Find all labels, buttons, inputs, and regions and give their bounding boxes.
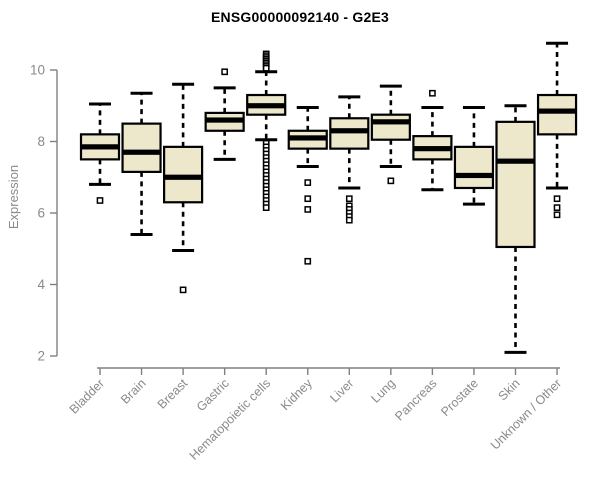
box-group-breast [163, 82, 204, 294]
box-group-prostate [453, 106, 495, 206]
box-group-brain [121, 91, 162, 236]
x-tick-label: Lung [368, 376, 398, 406]
x-tick-label: Liver [327, 376, 356, 405]
box-group-skin [495, 104, 536, 354]
outlier-point [553, 204, 561, 211]
y-axis: 2 4 6 8 10 [30, 63, 58, 364]
box-group-liver [329, 95, 370, 224]
box-group-kidney [287, 106, 328, 265]
median-line [454, 172, 493, 179]
median-line [496, 158, 535, 164]
x-tick-label: Gastric [194, 376, 232, 414]
x-tick-label: Kidney [278, 376, 315, 413]
x-tick-label: Brain [118, 376, 149, 407]
median-line [330, 128, 369, 134]
x-tick-label: Unknown / Other [488, 376, 564, 452]
box-group-gastric [204, 68, 245, 161]
outlier-point [345, 216, 353, 224]
outlier-point [429, 89, 436, 97]
outlier-point [262, 204, 270, 211]
iqr-box [370, 113, 411, 141]
chart-title: ENSG00000092140 - G2E3 [211, 9, 389, 25]
x-tick-label: Breast [155, 376, 191, 412]
x-tick-label: Skin [496, 376, 523, 403]
outlier-point [221, 68, 229, 76]
median-line [205, 117, 244, 123]
y-tick-label: 6 [37, 206, 45, 221]
box-group-bladder [79, 102, 121, 204]
iqr-box [536, 93, 578, 136]
box-group-hematopoietic-cells [246, 50, 287, 211]
x-tick-label: Pancreas [392, 376, 439, 423]
median-line [81, 144, 119, 150]
outlier-point [304, 195, 312, 203]
outlier-point [553, 211, 561, 219]
median-line [413, 146, 452, 152]
outlier-point [553, 195, 561, 203]
median-line [538, 108, 577, 114]
y-tick-label: 2 [37, 349, 45, 364]
x-tick-label: Bladder [67, 376, 107, 416]
x-tick-label: Hematopoietic cells [187, 376, 274, 463]
median-line [122, 149, 161, 155]
iqr-box [163, 145, 204, 204]
outlier-point [304, 206, 312, 213]
median-line [288, 135, 327, 141]
x-tick-label: Prostate [438, 376, 481, 419]
median-line [247, 103, 286, 109]
outlier-point [345, 195, 353, 203]
y-tick-label: 4 [37, 277, 45, 292]
y-tick-label: 10 [30, 63, 45, 78]
box-group-unknown-other [536, 41, 578, 219]
outlier-point [262, 64, 270, 72]
iqr-box [329, 117, 370, 150]
iqr-box [121, 122, 162, 173]
outlier-point [96, 197, 104, 204]
outlier-point [304, 257, 312, 265]
y-tick-label: 8 [37, 134, 45, 149]
iqr-box [495, 120, 536, 249]
outlier-point [179, 286, 187, 294]
median-line [371, 119, 410, 125]
outlier-point [387, 177, 395, 185]
median-line [164, 174, 203, 180]
box-group-lung [370, 84, 411, 185]
iqr-box [453, 145, 495, 190]
box-group-pancreas [412, 89, 453, 192]
outlier-point [304, 179, 312, 186]
